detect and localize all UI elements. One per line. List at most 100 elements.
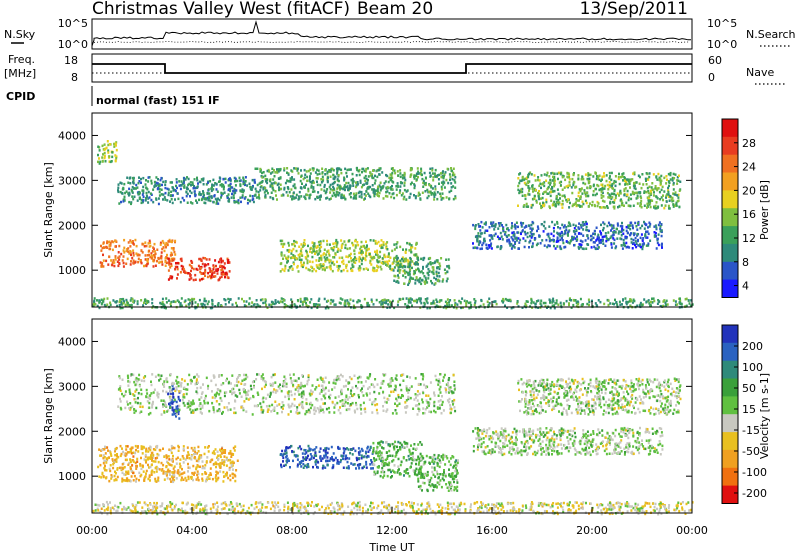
power-cell bbox=[649, 303, 652, 307]
power-cell bbox=[277, 170, 280, 173]
power-cell bbox=[112, 299, 115, 302]
power-cell bbox=[569, 224, 572, 227]
power-cell bbox=[514, 242, 516, 245]
power-cell bbox=[279, 239, 282, 243]
power-cell bbox=[672, 203, 675, 206]
power-cell bbox=[576, 300, 579, 303]
power-cell bbox=[601, 239, 604, 243]
power-cell bbox=[251, 301, 254, 304]
power-cell bbox=[351, 241, 354, 245]
power-cell bbox=[128, 187, 131, 191]
vel-cell bbox=[103, 467, 106, 470]
power-cell bbox=[362, 267, 365, 271]
power-cell bbox=[389, 173, 392, 176]
power-cell bbox=[211, 273, 214, 276]
power-cell bbox=[265, 303, 268, 307]
power-cell bbox=[377, 260, 380, 264]
vel-cell bbox=[175, 477, 178, 480]
power-cell bbox=[528, 193, 531, 196]
power-cell bbox=[180, 180, 183, 183]
power-cell bbox=[610, 229, 612, 232]
power-cell bbox=[296, 266, 299, 269]
power-cell bbox=[130, 303, 133, 307]
power-cell bbox=[580, 178, 583, 181]
power-cell bbox=[285, 257, 288, 261]
power-cell bbox=[118, 304, 121, 307]
power-cell bbox=[283, 188, 286, 191]
power-cell bbox=[154, 183, 157, 187]
vel-cell bbox=[107, 456, 110, 459]
power-cell bbox=[614, 184, 617, 188]
vel-cell bbox=[344, 457, 347, 461]
vel-cell bbox=[181, 472, 184, 475]
power-cell bbox=[470, 304, 473, 307]
power-cell bbox=[207, 271, 210, 275]
power-cell bbox=[580, 205, 583, 208]
power-cell bbox=[672, 172, 675, 176]
power-cell bbox=[307, 187, 310, 191]
power-cell bbox=[242, 176, 245, 179]
power-cell bbox=[335, 238, 338, 242]
power-cell bbox=[407, 260, 410, 263]
power-cell bbox=[599, 206, 601, 209]
power-cell bbox=[523, 178, 526, 181]
power-cell bbox=[518, 189, 521, 193]
vel-cell bbox=[153, 471, 156, 474]
power-cell bbox=[401, 181, 404, 185]
power-cell bbox=[650, 192, 652, 196]
power-cell bbox=[572, 173, 575, 176]
power-cell bbox=[176, 192, 179, 195]
vel-cell bbox=[363, 465, 366, 468]
power-cell bbox=[530, 229, 533, 232]
power-cell bbox=[481, 243, 484, 247]
power-cell bbox=[651, 182, 654, 185]
power-cell bbox=[370, 300, 373, 303]
power-cell bbox=[265, 180, 267, 183]
power-cell bbox=[414, 196, 417, 200]
power-cell bbox=[292, 247, 295, 251]
power-cell bbox=[557, 177, 559, 181]
power-cell bbox=[130, 297, 133, 300]
power-cell bbox=[227, 184, 230, 187]
power-cell bbox=[338, 191, 341, 195]
power-cell bbox=[622, 172, 625, 175]
vel-cell bbox=[160, 461, 163, 465]
vel-cell bbox=[120, 452, 123, 456]
power-cell bbox=[551, 204, 554, 207]
vel-cell bbox=[319, 447, 322, 450]
power-cell bbox=[400, 265, 402, 268]
vel-cell bbox=[351, 448, 353, 451]
power-cell bbox=[620, 200, 623, 203]
power-cell bbox=[514, 223, 516, 227]
power-cell bbox=[527, 192, 530, 195]
power-cell bbox=[547, 232, 550, 236]
power-cell bbox=[675, 204, 678, 207]
power-cell bbox=[414, 195, 417, 198]
power-cell bbox=[324, 307, 327, 310]
power-cell bbox=[613, 201, 616, 204]
vel-cell bbox=[302, 462, 305, 466]
power-cell bbox=[548, 298, 551, 301]
power-cell bbox=[619, 189, 622, 193]
power-cell bbox=[136, 186, 139, 189]
vel-cell bbox=[345, 466, 348, 470]
power-cell bbox=[232, 196, 235, 200]
power-cell bbox=[380, 303, 383, 306]
vel-cell bbox=[124, 454, 127, 458]
power-cell bbox=[359, 181, 362, 184]
power-cell bbox=[651, 188, 654, 192]
power-cell bbox=[423, 302, 426, 306]
vel-cell bbox=[187, 462, 189, 466]
power-cell bbox=[299, 297, 302, 301]
power-cell bbox=[364, 194, 367, 197]
power-cell bbox=[124, 303, 127, 307]
power-cell bbox=[628, 182, 631, 185]
power-cell bbox=[581, 247, 584, 250]
power-cell bbox=[463, 299, 466, 303]
power-cell bbox=[356, 183, 359, 186]
power-cell bbox=[180, 264, 183, 268]
vel-cell bbox=[353, 463, 356, 466]
power-cell bbox=[228, 261, 231, 264]
power-cell bbox=[384, 194, 387, 198]
power-cell bbox=[660, 230, 663, 234]
